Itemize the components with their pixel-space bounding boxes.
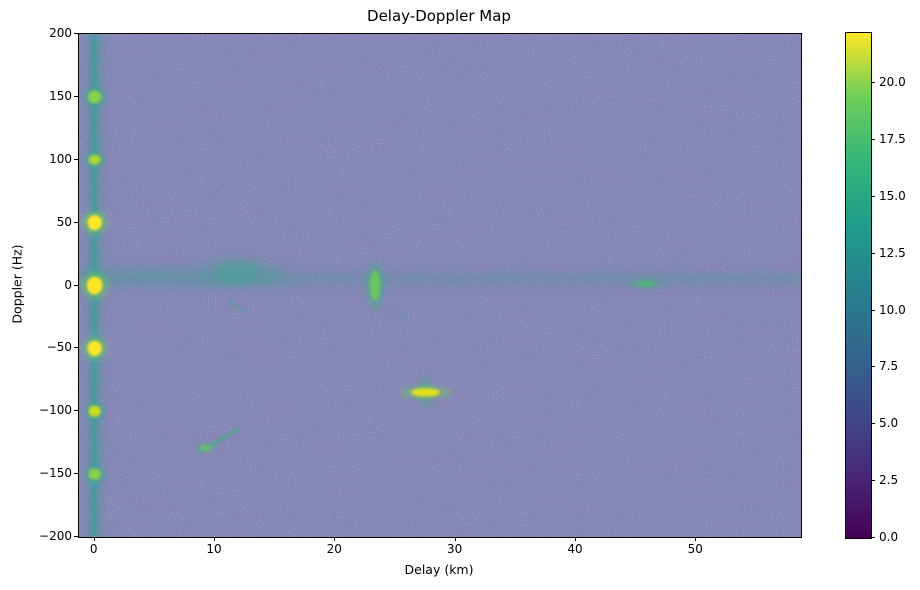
- feature-layer: [79, 34, 801, 537]
- colorbar-tick-label: 7.5: [879, 359, 899, 374]
- harmonic-blob-p50: [87, 215, 102, 231]
- colorbar-tick-label: 2.5: [879, 473, 899, 488]
- colorbar-tick-label: 0.0: [879, 530, 899, 544]
- x-tick-mark: [454, 537, 456, 541]
- y-tick-mark: [74, 33, 78, 34]
- harmonic-blob-m150: [88, 468, 101, 480]
- clutter-haze-full: [79, 273, 801, 285]
- y-tick-label: 100: [49, 151, 72, 166]
- colorbar-tick-mark: [871, 82, 875, 84]
- x-tick-mark: [334, 537, 336, 541]
- clutter-arc-streak: [228, 300, 247, 313]
- y-tick-mark: [74, 473, 78, 475]
- harmonic-blob-m100: [88, 405, 101, 417]
- y-tick-mark: [74, 410, 78, 412]
- heatmap-plot-area: [78, 33, 802, 538]
- moving-target-blob: [411, 388, 440, 397]
- x-tick-label: 10: [206, 542, 222, 556]
- y-tick-label: −100: [39, 403, 72, 418]
- x-tick-label: 30: [447, 542, 463, 556]
- direct-path-blob: [86, 276, 103, 295]
- harmonic-blob-p100: [88, 154, 101, 165]
- colorbar-tick-label: 5.0: [879, 416, 899, 431]
- x-tick-label: 0: [89, 542, 98, 556]
- y-tick-mark: [74, 95, 78, 97]
- clutter-patch: [214, 260, 259, 283]
- colorbar-tick-label: 20.0: [879, 75, 906, 90]
- y-tick-label: 50: [56, 214, 72, 229]
- x-tick-mark: [695, 537, 697, 541]
- colorbar-tick-label: 10.0: [879, 302, 906, 317]
- target-echo-smear: [369, 270, 381, 301]
- y-tick-label: 200: [49, 26, 72, 40]
- colorbar-tick-label: 12.5: [879, 245, 906, 260]
- x-tick-mark: [574, 537, 576, 541]
- colorbar-tick-mark: [871, 423, 875, 425]
- colorbar-tick-mark: [871, 366, 875, 368]
- colorbar-tick-mark: [871, 252, 875, 254]
- y-tick-mark: [74, 221, 78, 223]
- y-tick-label: −50: [46, 340, 72, 355]
- harmonic-blob-p150: [88, 90, 102, 104]
- colorbar-tick-mark: [871, 537, 875, 538]
- y-tick-label: 0: [64, 277, 72, 292]
- colorbar-tick-mark: [871, 309, 875, 311]
- y-tick-label: 150: [49, 88, 72, 103]
- echo-blob-46km: [636, 280, 656, 287]
- x-tick-mark: [93, 537, 95, 541]
- y-axis-label: Doppler (Hz): [9, 244, 25, 324]
- x-tick-label: 40: [567, 542, 583, 556]
- drifting-target-streak-tip: [199, 444, 212, 451]
- x-tick-mark: [213, 537, 215, 541]
- faint-streak: [393, 309, 410, 322]
- harmonic-blob-m50: [87, 340, 102, 356]
- colorbar-tick-label: 17.5: [879, 131, 906, 146]
- colorbar: [845, 32, 872, 539]
- y-tick-mark: [74, 347, 78, 349]
- y-tick-label: −200: [39, 529, 72, 543]
- colorbar-tick-label: 15.0: [879, 188, 906, 203]
- colorbar-tick-mark: [871, 195, 875, 197]
- y-tick-mark: [74, 536, 78, 537]
- x-axis-label: Delay (km): [404, 562, 474, 577]
- colorbar-tick-mark: [871, 480, 875, 482]
- colorbar-tick-mark: [871, 138, 875, 140]
- heatmap-canvas: [79, 34, 801, 537]
- y-tick-mark: [74, 158, 78, 160]
- x-tick-label: 50: [687, 542, 703, 556]
- x-tick-label: 20: [326, 542, 342, 556]
- y-tick-mark: [74, 284, 78, 286]
- chart-title: Delay-Doppler Map: [367, 7, 511, 25]
- y-tick-label: −150: [39, 466, 72, 481]
